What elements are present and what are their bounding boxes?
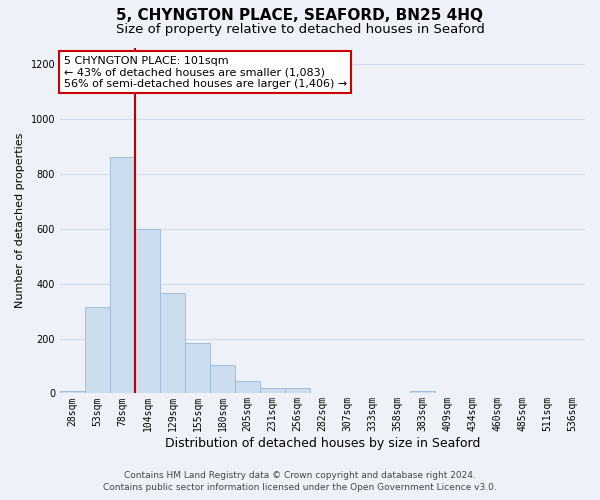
Bar: [185, 342, 210, 394]
Bar: [285, 388, 310, 394]
Bar: [410, 391, 435, 394]
Bar: [110, 158, 135, 394]
Text: 5, CHYNGTON PLACE, SEAFORD, BN25 4HQ: 5, CHYNGTON PLACE, SEAFORD, BN25 4HQ: [116, 8, 484, 22]
Bar: [60, 390, 85, 394]
Text: Contains HM Land Registry data © Crown copyright and database right 2024.
Contai: Contains HM Land Registry data © Crown c…: [103, 471, 497, 492]
X-axis label: Distribution of detached houses by size in Seaford: Distribution of detached houses by size …: [165, 437, 480, 450]
Bar: [260, 388, 285, 394]
Bar: [160, 293, 185, 394]
Bar: [135, 228, 160, 394]
Text: Size of property relative to detached houses in Seaford: Size of property relative to detached ho…: [116, 22, 484, 36]
Bar: [210, 364, 235, 394]
Bar: [235, 381, 260, 394]
Y-axis label: Number of detached properties: Number of detached properties: [15, 133, 25, 308]
Text: 5 CHYNGTON PLACE: 101sqm
← 43% of detached houses are smaller (1,083)
56% of sem: 5 CHYNGTON PLACE: 101sqm ← 43% of detach…: [64, 56, 347, 89]
Bar: [85, 307, 110, 394]
